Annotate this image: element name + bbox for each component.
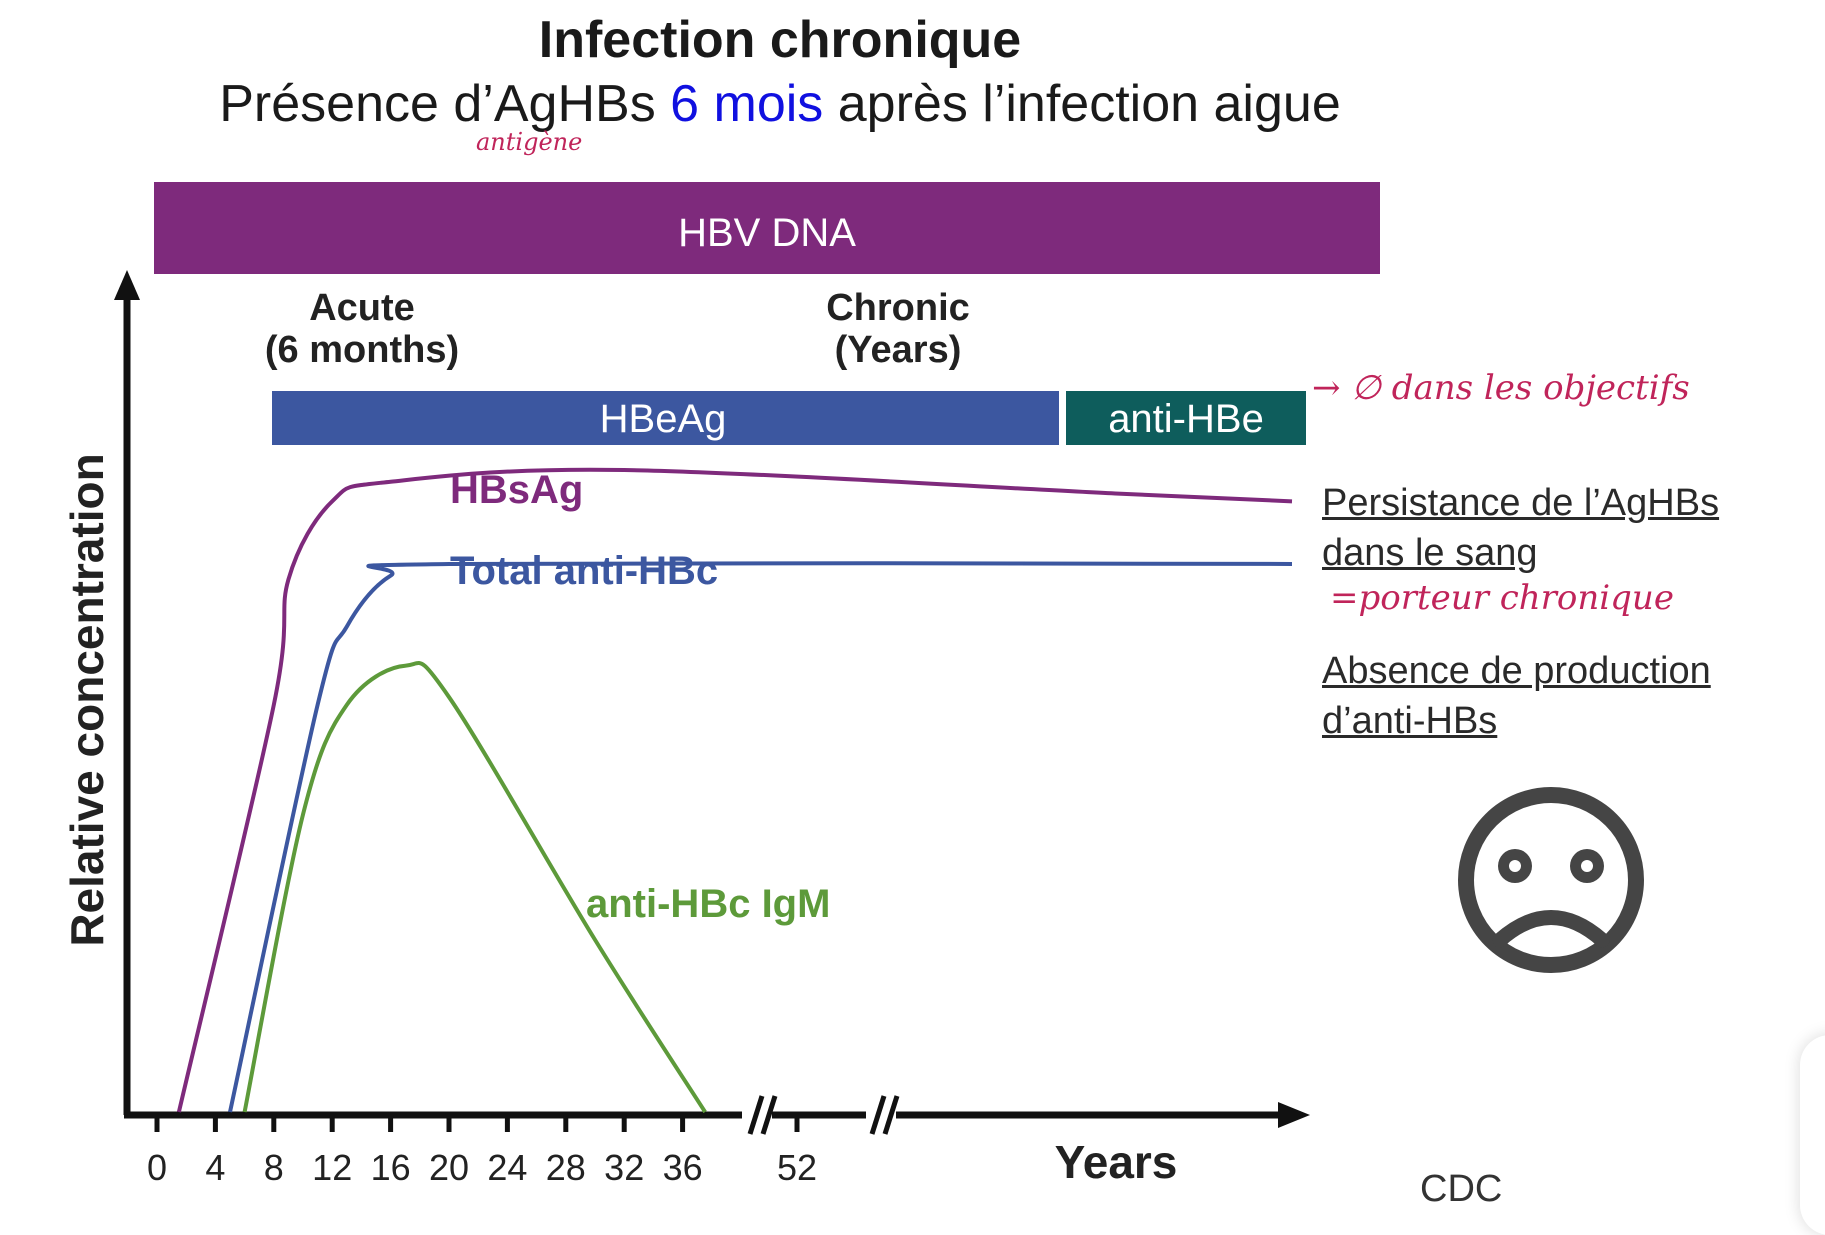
phase-chronic-sublabel: (Years) xyxy=(835,329,962,371)
series-label-total-anti-hbc: Total anti-HBc xyxy=(450,549,718,593)
bar-hbeag-label: HBeAg xyxy=(600,397,727,441)
note-absence-line2: d’anti-HBs xyxy=(1322,700,1498,742)
phase-chronic-label: Chronic xyxy=(826,287,970,329)
note-persistance: Persistance de l’AgHBs dans le sang xyxy=(1322,478,1719,578)
y-axis-title: Relative concentration xyxy=(61,453,113,946)
x-tick-label-36: 36 xyxy=(663,1147,703,1188)
note-absence-line1: Absence de production xyxy=(1322,650,1711,692)
source-label: CDC xyxy=(1420,1168,1503,1210)
subtitle-highlight: 6 mois xyxy=(670,75,824,133)
x-tick-label-52: 52 xyxy=(777,1147,817,1188)
x-tick-label-28: 28 xyxy=(546,1147,586,1188)
series-line-total-anti-hbc xyxy=(228,561,1293,1113)
x-tick-label-32: 32 xyxy=(604,1147,644,1188)
bar-anti-hbe xyxy=(1066,391,1306,445)
note-persistance-line2: dans le sang xyxy=(1322,532,1538,574)
antigene-annotation: antigène xyxy=(476,128,583,156)
x-tick-label-12: 12 xyxy=(312,1147,352,1188)
x-tick-label-8: 8 xyxy=(264,1147,284,1188)
subtitle-post: après l’infection aigue xyxy=(823,75,1341,133)
bar-anti-hbe-label: anti-HBe xyxy=(1108,397,1264,441)
sad-face-icon xyxy=(1458,787,1644,973)
subtitle-pre: Présence d’AgHBs xyxy=(219,75,671,133)
bar-hbv-dna-label: HBV DNA xyxy=(678,211,856,255)
note-persistance-line1: Persistance de l’AgHBs xyxy=(1322,482,1720,524)
x-tick-label-24: 24 xyxy=(487,1147,527,1188)
phase-acute-label: Acute xyxy=(309,287,415,329)
series-label-hbsag: HBsAg xyxy=(450,468,583,512)
x-tick-label-0: 0 xyxy=(147,1147,167,1188)
axis-break-1 xyxy=(742,1095,778,1135)
arrow-annotation: → ∅ dans les objectifs xyxy=(1312,368,1690,408)
page-corner xyxy=(1800,1035,1825,1235)
axis-break-2 xyxy=(866,1095,900,1135)
x-axis-title: Years xyxy=(1055,1136,1178,1188)
series-label-anti-hbc-igm: anti-HBc IgM xyxy=(586,882,830,926)
page-subtitle: Présence d’AgHBs 6 mois après l’infectio… xyxy=(0,74,1560,134)
page-title: Infection chronique xyxy=(538,11,1022,69)
phase-acute-sublabel: (6 months) xyxy=(265,329,459,371)
bar-hbv-dna xyxy=(154,182,1380,274)
bar-hbeag xyxy=(272,391,1059,445)
note-absence: Absence de production d’anti-HBs xyxy=(1322,646,1711,746)
series-line-anti-hbc-igm xyxy=(242,661,707,1114)
y-axis-arrow xyxy=(114,270,140,300)
series-line-hbsag xyxy=(176,467,1293,1113)
x-tick-label-4: 4 xyxy=(205,1147,225,1188)
porteur-annotation: =porteur chronique xyxy=(1330,578,1674,618)
x-tick-label-16: 16 xyxy=(371,1147,411,1188)
x-tick-label-20: 20 xyxy=(429,1147,469,1188)
x-axis-arrow xyxy=(1278,1102,1310,1128)
